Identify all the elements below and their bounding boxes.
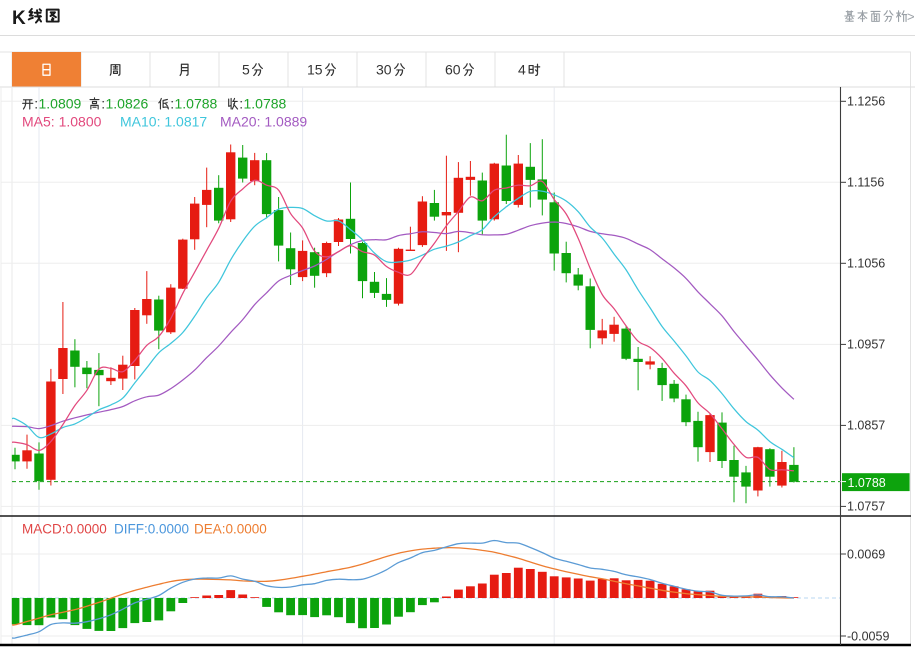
svg-text:1.0957: 1.0957 — [847, 338, 885, 352]
svg-text:DIFF:0.0000: DIFF:0.0000 — [114, 521, 189, 536]
svg-text::: : — [239, 95, 243, 111]
svg-text:30: 30 — [376, 62, 392, 78]
svg-text:MA10: 1.0817: MA10: 1.0817 — [120, 113, 207, 129]
svg-text:1.0857: 1.0857 — [847, 419, 885, 433]
svg-text:MA5: 1.0800: MA5: 1.0800 — [22, 113, 102, 129]
svg-text:1.1256: 1.1256 — [847, 95, 885, 109]
svg-text::: : — [101, 95, 105, 111]
svg-text:1.0826: 1.0826 — [106, 95, 149, 111]
svg-text:-0.0059: -0.0059 — [847, 629, 889, 643]
svg-text:1.0757: 1.0757 — [847, 500, 885, 514]
svg-text:5: 5 — [242, 62, 250, 78]
svg-text:1.1156: 1.1156 — [847, 176, 884, 190]
svg-text:MA20: 1.0889: MA20: 1.0889 — [220, 113, 307, 129]
svg-text:1.1056: 1.1056 — [847, 257, 885, 271]
svg-text:DEA:0.0000: DEA:0.0000 — [194, 521, 267, 536]
svg-text:1.0788: 1.0788 — [848, 476, 886, 490]
svg-text:>: > — [907, 9, 915, 24]
svg-text:15: 15 — [307, 62, 323, 78]
svg-text:K: K — [12, 8, 26, 29]
svg-text:0.0069: 0.0069 — [847, 547, 885, 561]
svg-text:60: 60 — [445, 62, 461, 78]
svg-text:1.0788: 1.0788 — [244, 95, 287, 111]
svg-text::: : — [34, 95, 38, 111]
svg-text:MACD:0.0000: MACD:0.0000 — [22, 521, 107, 536]
svg-text::: : — [170, 95, 174, 111]
svg-text:4: 4 — [518, 62, 526, 78]
svg-text:1.0809: 1.0809 — [39, 95, 82, 111]
svg-text:1.0788: 1.0788 — [175, 95, 218, 111]
